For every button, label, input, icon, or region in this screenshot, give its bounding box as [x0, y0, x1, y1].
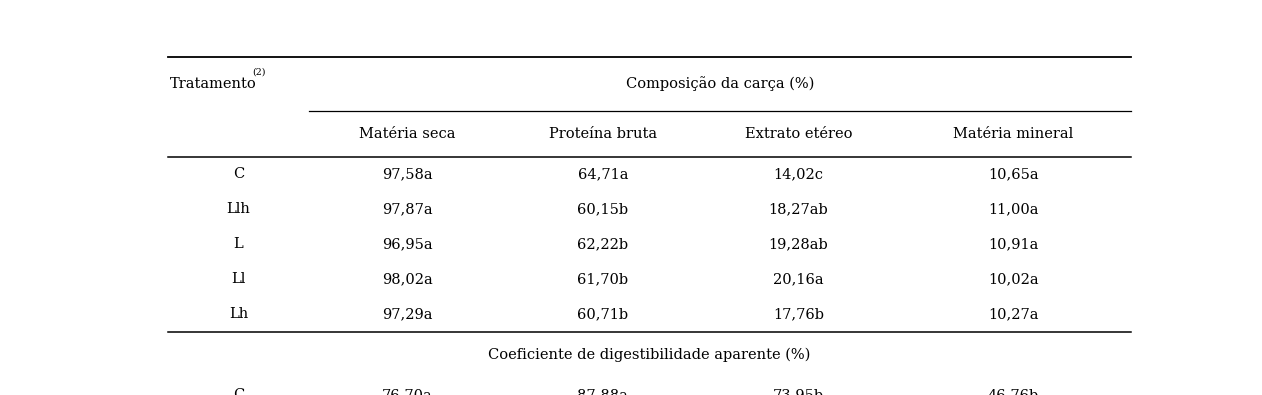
Text: 62,22b: 62,22b	[577, 237, 628, 251]
Text: 97,29a: 97,29a	[382, 307, 433, 321]
Text: 14,02c: 14,02c	[774, 167, 823, 181]
Text: 10,91a: 10,91a	[988, 237, 1039, 251]
Text: Matéria mineral: Matéria mineral	[953, 127, 1074, 141]
Text: 97,87a: 97,87a	[382, 202, 433, 216]
Text: 20,16a: 20,16a	[774, 272, 824, 286]
Text: 76,70a: 76,70a	[382, 388, 433, 395]
Text: Lh: Lh	[228, 307, 249, 321]
Text: 19,28ab: 19,28ab	[769, 237, 828, 251]
Text: 10,65a: 10,65a	[988, 167, 1039, 181]
Text: 46,76b: 46,76b	[988, 388, 1039, 395]
Text: Llh: Llh	[226, 202, 250, 216]
Text: (2): (2)	[252, 67, 266, 76]
Text: C: C	[232, 167, 244, 181]
Text: 18,27ab: 18,27ab	[769, 202, 828, 216]
Text: Extrato etéreo: Extrato etéreo	[745, 127, 852, 141]
Text: 10,27a: 10,27a	[988, 307, 1039, 321]
Text: L: L	[233, 237, 244, 251]
Text: 60,15b: 60,15b	[577, 202, 628, 216]
Text: Coeficiente de digestibilidade aparente (%): Coeficiente de digestibilidade aparente …	[488, 347, 810, 362]
Text: Ll: Ll	[231, 272, 246, 286]
Text: Composição da carça (%): Composição da carça (%)	[626, 77, 814, 91]
Text: 60,71b: 60,71b	[577, 307, 628, 321]
Text: 61,70b: 61,70b	[577, 272, 628, 286]
Text: 96,95a: 96,95a	[382, 237, 433, 251]
Text: Tratamento: Tratamento	[169, 77, 256, 91]
Text: Matéria seca: Matéria seca	[358, 127, 456, 141]
Text: 64,71a: 64,71a	[578, 167, 628, 181]
Text: C: C	[232, 388, 244, 395]
Text: 97,58a: 97,58a	[382, 167, 433, 181]
Text: 10,02a: 10,02a	[988, 272, 1039, 286]
Text: Proteína bruta: Proteína bruta	[549, 127, 656, 141]
Text: 17,76b: 17,76b	[772, 307, 824, 321]
Text: 73,95b: 73,95b	[772, 388, 824, 395]
Text: 11,00a: 11,00a	[988, 202, 1039, 216]
Text: 98,02a: 98,02a	[382, 272, 433, 286]
Text: 87,88a: 87,88a	[577, 388, 628, 395]
